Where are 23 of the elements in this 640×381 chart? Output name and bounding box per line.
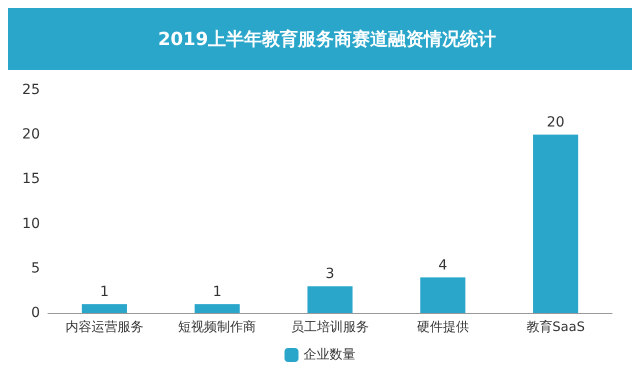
y-tick-label: 5 xyxy=(31,260,40,276)
bar xyxy=(194,304,240,313)
bar xyxy=(307,286,353,313)
x-tick-label: 内容运营服务 xyxy=(65,319,144,335)
bar xyxy=(82,304,127,313)
data-label: 20 xyxy=(546,114,565,131)
x-tick-label: 短视频制作商 xyxy=(178,320,256,335)
legend-label: 企业数量 xyxy=(304,348,356,362)
y-tick-label: 0 xyxy=(31,305,40,321)
y-tick-label: 15 xyxy=(22,171,40,188)
y-tick-label: 25 xyxy=(22,82,40,98)
chart-title: 2019上半年教育服务商赛道融资情况统计 xyxy=(8,8,632,70)
data-label: 3 xyxy=(326,266,334,282)
data-label: 1 xyxy=(212,284,222,300)
data-label: 4 xyxy=(438,257,448,274)
y-tick-label: 10 xyxy=(22,216,40,232)
data-label: 1 xyxy=(100,284,109,300)
bar xyxy=(533,134,578,313)
bar xyxy=(420,277,466,313)
x-tick-label: 教育SaaS xyxy=(526,319,585,335)
y-tick-label: 20 xyxy=(22,126,40,143)
x-tick-label: 员工培训服务 xyxy=(291,320,369,335)
x-tick-label: 硬件提供 xyxy=(416,320,469,335)
